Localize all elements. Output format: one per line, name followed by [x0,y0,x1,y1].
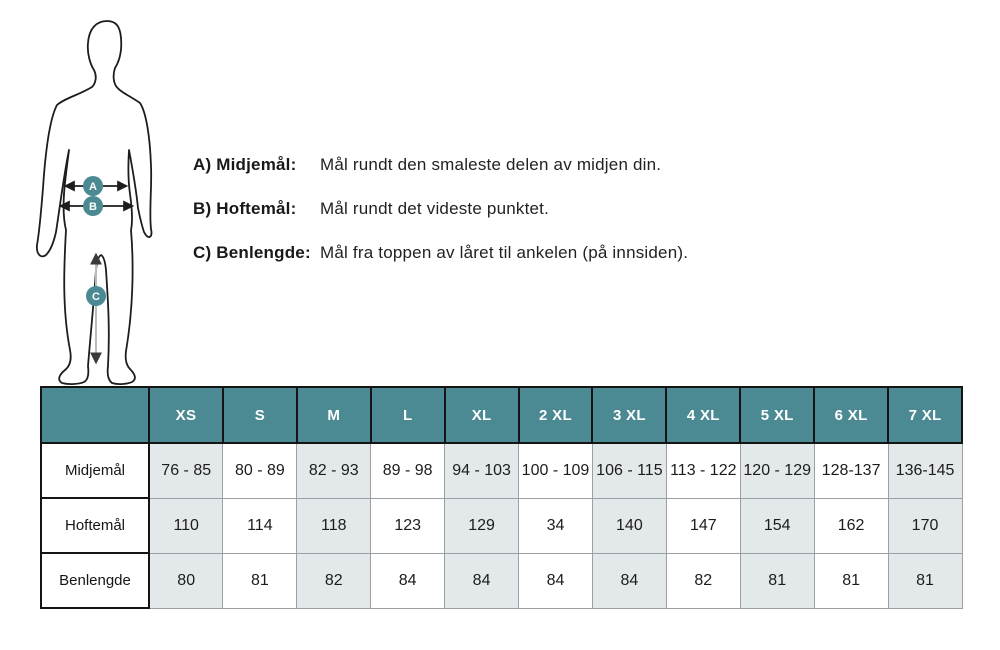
size-value-cell: 84 [518,552,593,609]
size-table-header: XS S M L XL 2 XL 3 XL 4 XL 5 XL 6 XL 7 XL [40,386,963,444]
marker-c: C [86,286,106,306]
size-value-cell: 106 - 115 [591,442,667,499]
size-value-cell: 81 [739,552,815,609]
size-value-cell: 147 [665,497,741,554]
table-row: Hoftemål 110 114 118 123 129 34 140 147 154 162 170 [40,497,963,554]
size-value-cell: 81 [222,552,298,609]
size-value-cell: 162 [813,497,889,554]
size-value-cell: 81 [813,552,889,609]
size-value-cell: 118 [296,497,372,554]
size-value-cell: 100 - 109 [518,442,593,499]
size-value-cell: 80 [148,552,224,609]
column-header-m: M [295,386,372,444]
measurement-definitions: A) Midjemål: Mål rundt den smaleste dele… [193,151,833,283]
size-value-cell: 84 [444,552,520,609]
table-row: Midjemål 76 - 85 80 - 89 82 - 93 89 - 98 94 -… [40,442,963,499]
column-header-6xl: 6 XL [813,386,890,444]
row-label: Midjemål [40,442,150,499]
size-value-cell: 128-137 [813,442,889,499]
size-value-cell: 80 - 89 [222,442,298,499]
marker-c-label: C [92,291,100,303]
size-value-cell: 82 [296,552,372,609]
definition-leg-label: C) Benlengde: [193,243,311,262]
column-header-3xl: 3 XL [591,386,668,444]
definition-hip-description: Mål rundt det videste punktet. [320,199,550,218]
marker-c-circle [86,286,106,306]
column-header-4xl: 4 XL [665,386,742,444]
size-value-cell: 84 [370,552,446,609]
size-table-body: Midjemål 76 - 85 80 - 89 82 - 93 89 - 98 94 -… [40,442,963,609]
marker-a-label: A [89,181,97,193]
definition-waist-description: Mål rundt den smaleste delen av midjen d… [320,155,662,174]
size-value-cell: 129 [444,497,520,554]
size-value-cell: 136-145 [887,442,963,499]
table-row: Benlengde 80 81 82 84 84 84 84 82 81 81 81 [40,552,963,609]
column-header-s: S [221,386,298,444]
size-value-cell: 114 [222,497,298,554]
definition-leg: C) Benlengde: Mål fra toppen av låret ti… [193,239,833,266]
marker-b-label: B [89,201,97,213]
size-value-cell: 140 [591,497,667,554]
definition-waist-label: A) Midjemål: [193,155,297,174]
column-header-5xl: 5 XL [739,386,816,444]
size-value-cell: 123 [370,497,446,554]
marker-b: B [83,196,103,216]
body-measurement-diagram: A B C [35,20,153,385]
column-header-l: L [369,386,446,444]
column-header-xs: XS [148,386,224,444]
marker-a-circle [83,176,103,196]
definition-hip-label: B) Hoftemål: [193,199,297,218]
marker-a: A [83,176,103,196]
row-label: Benlengde [40,552,150,609]
column-header-7xl: 7 XL [887,386,963,444]
column-header-xl: XL [443,386,520,444]
size-value-cell: 82 [665,552,741,609]
size-value-cell: 81 [887,552,963,609]
definition-hip: B) Hoftemål: Mål rundt det videste punkt… [193,195,833,222]
size-value-cell: 82 - 93 [296,442,372,499]
size-value-cell: 89 - 98 [370,442,446,499]
size-value-cell: 113 - 122 [665,442,741,499]
size-value-cell: 76 - 85 [148,442,224,499]
row-label: Hoftemål [40,497,150,554]
definition-leg-description: Mål fra toppen av låret til ankelen (på … [320,243,689,262]
marker-b-circle [83,196,103,216]
size-value-cell: 110 [148,497,224,554]
size-value-cell: 170 [887,497,963,554]
size-value-cell: 120 - 129 [739,442,815,499]
definition-waist: A) Midjemål: Mål rundt den smaleste dele… [193,151,833,178]
table-corner-cell [40,386,150,444]
size-value-cell: 34 [518,497,593,554]
size-value-cell: 94 - 103 [444,442,520,499]
size-value-cell: 84 [591,552,667,609]
header-row: XS S M L XL 2 XL 3 XL 4 XL 5 XL 6 XL 7 XL [40,386,963,444]
size-value-cell: 154 [739,497,815,554]
size-table: XS S M L XL 2 XL 3 XL 4 XL 5 XL 6 XL 7 XL Midjemål… [40,386,963,609]
column-header-2xl: 2 XL [517,386,594,444]
